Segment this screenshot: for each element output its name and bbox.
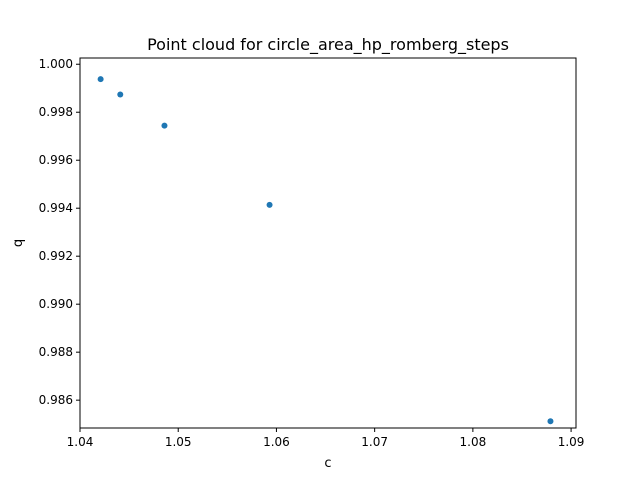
y-tick-label: 0.998 bbox=[39, 105, 73, 119]
x-tick-label: 1.07 bbox=[361, 435, 388, 449]
y-tick-label: 0.992 bbox=[39, 249, 73, 263]
y-tick-label: 0.986 bbox=[39, 393, 73, 407]
data-point bbox=[266, 201, 273, 208]
x-tick-label: 1.04 bbox=[67, 435, 94, 449]
chart-title: Point cloud for circle_area_hp_romberg_s… bbox=[147, 35, 509, 55]
y-axis-ticks: 0.986 0.988 0.990 0.992 0.994 0.996 0.998 1.000 bbox=[39, 57, 80, 407]
y-tick-label: 0.988 bbox=[39, 345, 73, 359]
x-tick-label: 1.08 bbox=[460, 435, 487, 449]
x-tick-label: 1.09 bbox=[558, 435, 585, 449]
x-axis-ticks: 1.04 1.05 1.06 1.07 1.08 1.09 bbox=[67, 428, 585, 449]
y-tick-label: 1.000 bbox=[39, 57, 73, 71]
x-tick-label: 1.05 bbox=[165, 435, 192, 449]
data-point bbox=[97, 76, 104, 83]
points-layer bbox=[97, 76, 554, 425]
y-tick-label: 0.996 bbox=[39, 153, 73, 167]
data-point bbox=[161, 122, 168, 129]
data-point bbox=[547, 418, 554, 425]
x-tick-label: 1.06 bbox=[263, 435, 290, 449]
y-tick-label: 0.994 bbox=[39, 201, 73, 215]
data-point bbox=[117, 91, 124, 98]
y-axis-label: q bbox=[11, 239, 26, 247]
x-axis-label: c bbox=[324, 456, 331, 471]
y-tick-label: 0.990 bbox=[39, 297, 73, 311]
plot-area-frame bbox=[79, 57, 577, 429]
